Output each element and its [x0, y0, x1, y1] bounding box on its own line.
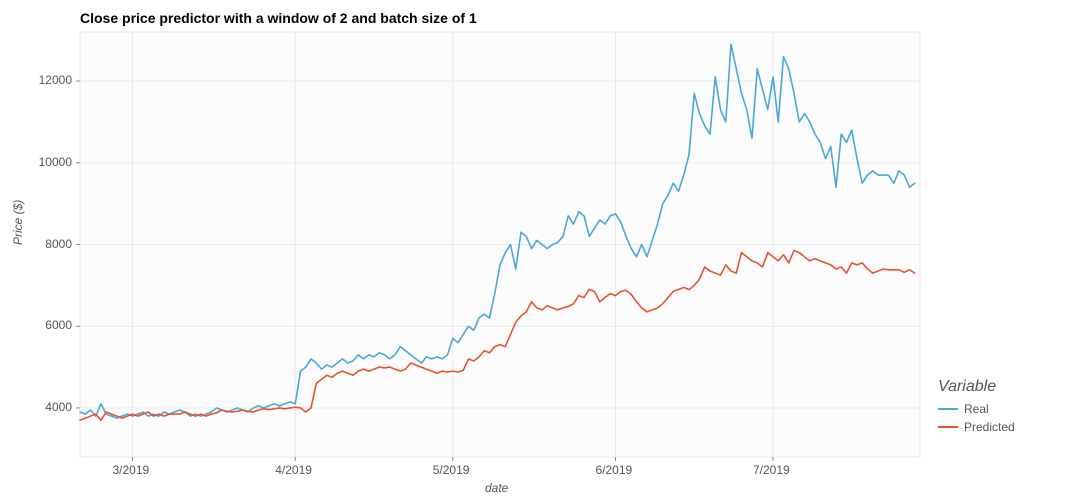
- x-tick-label: 5/2019: [433, 463, 470, 477]
- legend-label: Predicted: [964, 420, 1015, 434]
- chart-title: Close price predictor with a window of 2…: [80, 10, 477, 26]
- y-axis-label: Price ($): [11, 199, 25, 244]
- x-tick-label: 4/2019: [275, 463, 312, 477]
- legend-label: Real: [964, 402, 989, 416]
- x-axis-label: date: [485, 481, 508, 495]
- legend-item: Predicted: [938, 420, 1015, 434]
- legend-swatch: [938, 408, 958, 410]
- x-tick-label: 3/2019: [113, 463, 150, 477]
- legend-swatch: [938, 426, 958, 428]
- legend-item: Real: [938, 402, 1015, 416]
- x-tick-label: 6/2019: [596, 463, 633, 477]
- price-predictor-chart: Close price predictor with a window of 2…: [0, 0, 1080, 500]
- y-tick-label: 8000: [45, 237, 72, 251]
- y-tick-label: 10000: [39, 155, 72, 169]
- y-tick-label: 12000: [39, 73, 72, 87]
- x-tick-label: 7/2019: [753, 463, 790, 477]
- legend-title: Variable: [938, 378, 1015, 396]
- legend: Variable Real Predicted: [938, 378, 1015, 434]
- y-tick-label: 4000: [45, 400, 72, 414]
- y-tick-label: 6000: [45, 318, 72, 332]
- plot-area: [0, 0, 1080, 500]
